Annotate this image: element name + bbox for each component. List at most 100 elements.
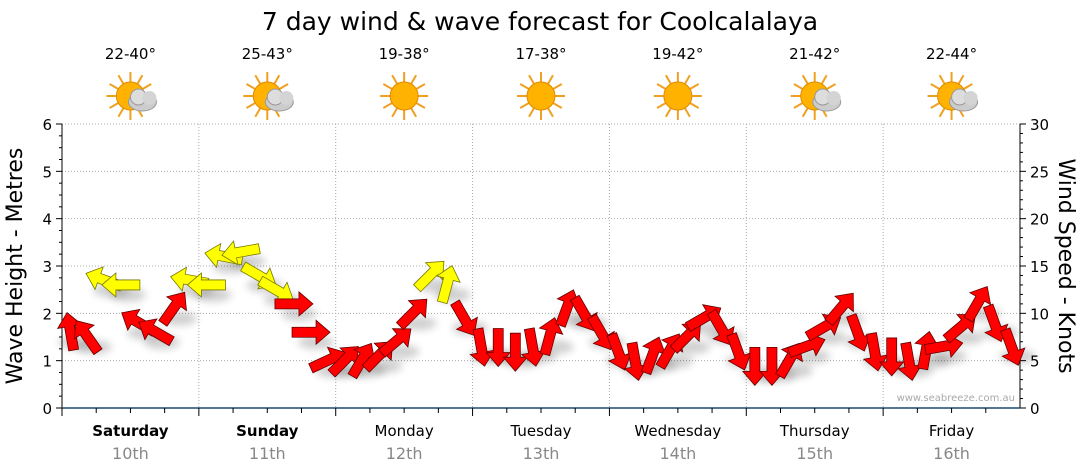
sun-ray <box>410 74 418 85</box>
sun-ray <box>254 107 262 118</box>
y2-tick-label: 10 <box>1030 305 1049 323</box>
sun-ray <box>938 107 946 118</box>
wind-wave-arrow <box>327 346 359 378</box>
y-tick-label: 3 <box>42 258 52 276</box>
y2-tick-label: 30 <box>1030 116 1049 134</box>
sun-ray <box>415 83 426 90</box>
sun-ray <box>793 83 804 90</box>
sun-ray <box>930 83 940 90</box>
wind-wave-arrow <box>158 291 187 327</box>
wind-wave-arrow <box>412 260 445 293</box>
sun-ray <box>109 83 119 90</box>
wind-wave-arrow <box>138 318 175 347</box>
day-label: Sunday <box>236 422 299 440</box>
sun-ray <box>410 107 418 118</box>
wind-wave-arrow <box>846 313 872 352</box>
sun-disc <box>389 81 419 111</box>
wind-wave-arrow <box>347 342 376 380</box>
sun-ray <box>528 107 535 118</box>
sun-cloud-icon <box>927 72 979 120</box>
cloud-puff <box>826 91 841 105</box>
sun-ray <box>117 74 125 85</box>
sun-ray <box>938 74 946 85</box>
wind-wave-arrow <box>942 314 976 344</box>
date-label: 10th <box>112 444 149 463</box>
wind-wave-arrow <box>878 337 905 377</box>
day-label: Monday <box>375 422 434 440</box>
date-label: 11th <box>249 444 286 463</box>
sun-ray <box>683 74 691 85</box>
wind-wave-arrow <box>862 332 889 372</box>
wind-wave-arrow <box>186 272 226 298</box>
sun-cloud-icon <box>106 72 157 120</box>
sun-ray <box>683 107 691 118</box>
sun-ray <box>254 74 262 85</box>
sun-ray <box>246 102 256 109</box>
sun-icon <box>517 72 565 120</box>
wind-wave-arrow <box>669 322 701 354</box>
sun-ray <box>391 107 399 118</box>
sun-ray <box>519 102 530 109</box>
sun-ray <box>117 107 125 118</box>
grid-lines <box>62 123 1020 408</box>
temperature-range: 22-44° <box>926 45 977 63</box>
sun-ray <box>415 102 426 109</box>
wind-wave-arrow <box>274 290 314 317</box>
sun-cloud-icon <box>790 72 842 120</box>
date-label: 15th <box>796 444 833 463</box>
wind-wave-arrow <box>291 319 331 346</box>
sun-ray <box>826 83 836 90</box>
wind-wave-arrow <box>378 328 412 358</box>
wind-wave-arrow <box>520 327 547 367</box>
cloud-puff <box>279 91 294 105</box>
temperature-range: 19-38° <box>379 45 430 63</box>
day-label: Tuesday <box>509 422 571 440</box>
y-tick-label: 1 <box>42 353 52 371</box>
sun-ray <box>552 102 563 109</box>
sun-ray <box>547 74 554 85</box>
y2-tick-label: 20 <box>1030 211 1049 229</box>
wind-wave-arrow <box>606 332 632 371</box>
wind-wave-arrow <box>56 311 83 352</box>
temperature-range: 21-42° <box>789 45 840 63</box>
sun-ray <box>382 83 393 90</box>
sun-ray <box>689 83 700 90</box>
sun-ray <box>391 74 399 85</box>
sun-cloud-icon <box>243 72 294 120</box>
wind-wave-arrow <box>435 265 461 305</box>
y-tick-label: 6 <box>42 116 52 134</box>
sun-ray <box>528 74 535 85</box>
sun-ray <box>664 74 672 85</box>
arrow-marks <box>56 240 1036 387</box>
temperature-range: 17-38° <box>515 45 566 63</box>
sun-ray <box>552 83 563 90</box>
wind-wave-arrow <box>897 341 923 381</box>
sun-icon <box>380 72 429 120</box>
sun-disc <box>663 81 693 111</box>
day-label: Wednesday <box>634 422 721 440</box>
y2-tick-label: 25 <box>1030 163 1049 181</box>
wind-wave-arrow <box>395 298 428 331</box>
sun-ray <box>547 107 554 118</box>
cloud-puff <box>142 91 157 105</box>
wind-wave-arrow <box>469 327 495 367</box>
arrow-shadow <box>931 349 968 364</box>
wind-wave-arrow <box>1000 327 1026 366</box>
date-label: 16th <box>933 444 970 463</box>
date-label: 12th <box>386 444 423 463</box>
y2-tick-label: 15 <box>1030 258 1049 276</box>
cloud-puff <box>963 91 978 105</box>
arrow-shadow <box>109 287 146 302</box>
sun-ray <box>656 102 667 109</box>
day-weather-header: 22-40° 25-43° 19-38° 17-38° 19-42° 21-42° 22-4… <box>105 45 979 120</box>
sun-icon <box>653 72 702 120</box>
arrow-shadow <box>195 287 232 302</box>
axes: 0 1 2 3 4 5 6 0 5 10 15 20 25 30 Saturday 10th Sunday 11t… <box>42 116 1049 463</box>
y-tick-label: 2 <box>42 305 52 323</box>
sun-ray <box>278 83 289 90</box>
y2-tick-label: 5 <box>1030 353 1040 371</box>
temperature-range: 19-42° <box>652 45 703 63</box>
sun-ray <box>801 74 809 85</box>
